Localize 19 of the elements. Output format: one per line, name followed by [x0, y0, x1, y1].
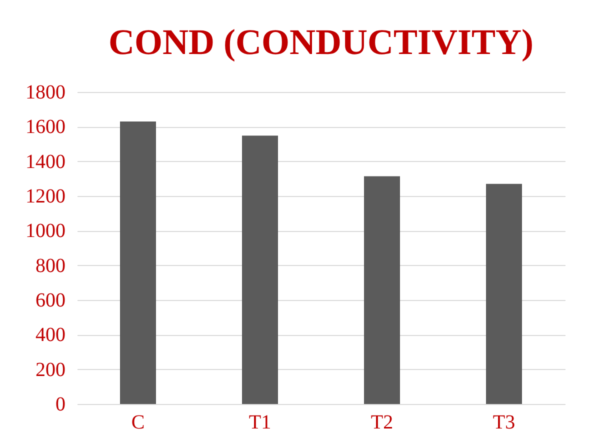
y-tick-label: 1800 — [26, 82, 66, 104]
bar — [242, 136, 278, 404]
y-tick-label: 1000 — [26, 220, 66, 242]
y-tick-label: 600 — [36, 290, 66, 312]
x-tick-label: T2 — [370, 412, 394, 434]
y-tick-label: 0 — [56, 394, 66, 416]
x-tick-label: T3 — [492, 412, 516, 434]
bar — [120, 121, 156, 404]
chart-title: COND (CONDUCTIVITY) — [108, 22, 534, 62]
bar — [364, 176, 400, 404]
y-tick-label: 1200 — [26, 186, 66, 208]
y-tick-label: 400 — [36, 324, 66, 346]
x-tick-label: T1 — [248, 412, 272, 434]
y-tick-label: 1400 — [26, 150, 66, 173]
y-tick-label: 800 — [36, 254, 66, 277]
x-tick-label: C — [131, 412, 145, 434]
y-tick-label: 1600 — [26, 116, 66, 138]
bar — [486, 184, 522, 404]
y-tick-label: 200 — [36, 358, 66, 381]
